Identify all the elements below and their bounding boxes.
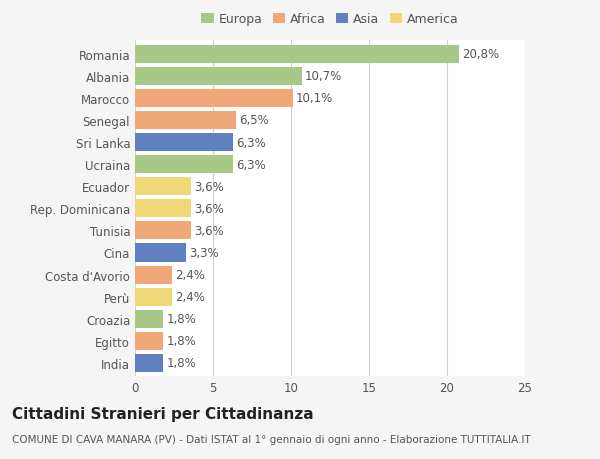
Bar: [135, 354, 163, 372]
Text: Cittadini Stranieri per Cittadinanza: Cittadini Stranieri per Cittadinanza: [12, 406, 314, 421]
Text: 3,6%: 3,6%: [194, 224, 224, 237]
Text: COMUNE DI CAVA MANARA (PV) - Dati ISTAT al 1° gennaio di ogni anno - Elaborazion: COMUNE DI CAVA MANARA (PV) - Dati ISTAT …: [12, 434, 531, 444]
Bar: [135, 310, 163, 328]
Text: 3,6%: 3,6%: [194, 180, 224, 193]
Text: 1,8%: 1,8%: [166, 357, 196, 369]
Bar: [135, 332, 163, 350]
Bar: [135, 112, 236, 130]
Bar: [135, 178, 191, 196]
Text: 2,4%: 2,4%: [176, 269, 205, 281]
Text: 3,3%: 3,3%: [190, 246, 219, 259]
Text: 6,5%: 6,5%: [239, 114, 269, 127]
Text: 3,6%: 3,6%: [194, 202, 224, 215]
Bar: [135, 288, 172, 306]
Bar: [135, 244, 187, 262]
Bar: [135, 45, 460, 64]
Text: 10,7%: 10,7%: [305, 70, 342, 83]
Bar: [135, 156, 233, 174]
Text: 1,8%: 1,8%: [166, 335, 196, 347]
Text: 6,3%: 6,3%: [236, 136, 266, 149]
Bar: [135, 90, 293, 108]
Text: 2,4%: 2,4%: [176, 291, 205, 303]
Legend: Europa, Africa, Asia, America: Europa, Africa, Asia, America: [199, 11, 461, 29]
Bar: [135, 222, 191, 240]
Text: 6,3%: 6,3%: [236, 158, 266, 171]
Text: 20,8%: 20,8%: [463, 48, 500, 61]
Text: 1,8%: 1,8%: [166, 313, 196, 325]
Bar: [135, 200, 191, 218]
Bar: [135, 134, 233, 152]
Bar: [135, 67, 302, 86]
Bar: [135, 266, 172, 284]
Text: 10,1%: 10,1%: [296, 92, 333, 105]
